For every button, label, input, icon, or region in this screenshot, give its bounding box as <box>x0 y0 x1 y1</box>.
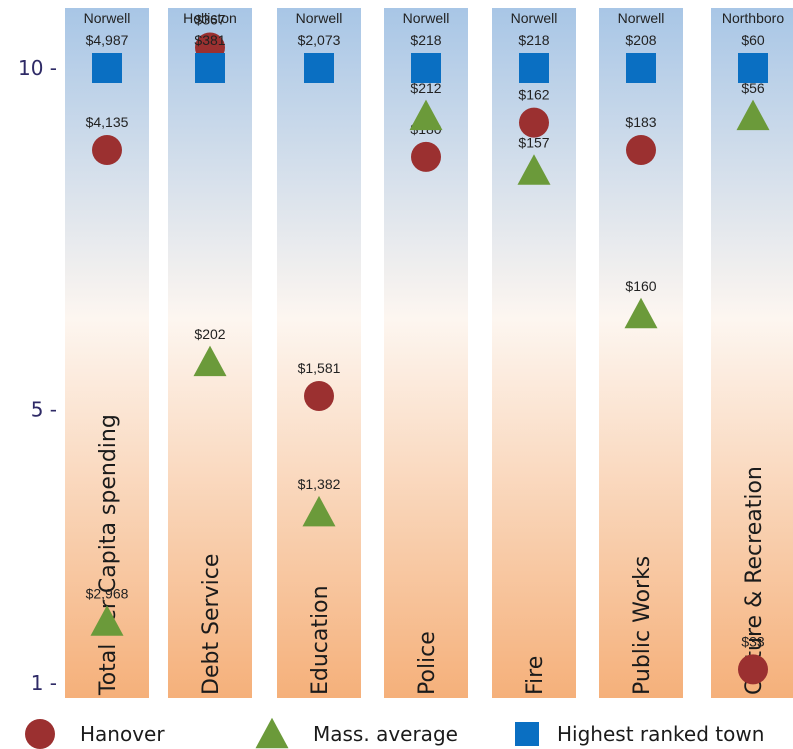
mass-average-marker <box>193 345 227 377</box>
hanover-value-label: $1,581 <box>298 360 341 376</box>
hanover-value-label: $4,135 <box>86 114 129 130</box>
hanover-marker <box>92 135 122 165</box>
data-marks: $4,135$367$1,581$180$162$183$33$2,968$20… <box>86 12 770 685</box>
highest-town-label: Holliston <box>183 10 237 26</box>
mass-average-value-label: $56 <box>741 80 765 96</box>
y-tick-label: 1 - <box>31 671 57 695</box>
hanover-marker <box>519 107 549 138</box>
highest-ranked-town-value-label: $218 <box>518 32 549 48</box>
mass-average-marker <box>90 605 124 636</box>
hanover-value-label: $162 <box>518 87 549 103</box>
legend-highest-ranked-town-label: Highest ranked town <box>557 722 764 746</box>
bar-total-per-capita-spending <box>65 8 149 698</box>
category-label: Fire <box>523 656 548 695</box>
legend-mass-average-swatch <box>255 717 289 749</box>
legend-hanover-label: Hanover <box>80 722 165 746</box>
bar-public-works <box>599 8 683 698</box>
category-label: Total per Capita spending <box>96 414 121 696</box>
hanover-value-label: $33 <box>741 633 765 649</box>
hanover-marker <box>626 135 656 165</box>
legend-hanover-swatch <box>25 719 55 749</box>
mass-average-marker <box>302 495 336 527</box>
y-tick-label: 10 - <box>18 56 57 80</box>
hanover-marker <box>411 141 441 172</box>
highest-ranked-town-marker <box>626 53 656 83</box>
mass-average-marker <box>517 154 551 185</box>
mass-average-value-label: $160 <box>625 278 656 294</box>
highest-ranked-town-marker <box>519 53 549 83</box>
highest-ranked-town-value-label: $2,073 <box>298 32 341 48</box>
legend: Hanover Mass. average Highest ranked town <box>25 717 764 749</box>
highest-town-label: Norwell <box>618 10 665 26</box>
bar-education <box>277 8 361 698</box>
category-label: Public Works <box>630 556 655 695</box>
highest-town-label: Norwell <box>511 10 558 26</box>
mass-average-value-label: $202 <box>194 326 225 342</box>
legend-highest-ranked-town-swatch <box>515 722 539 746</box>
mass-average-value-label: $157 <box>518 135 549 151</box>
category-labels: Total per Capita spending Norwell Debt Ser… <box>84 10 785 696</box>
hanover-value-label: $183 <box>625 114 656 130</box>
highest-ranked-town-value-label: $208 <box>625 32 656 48</box>
highest-ranked-town-value-label: $60 <box>741 32 765 48</box>
mass-average-value-label: $212 <box>410 80 441 96</box>
highest-ranked-town-value-label: $218 <box>410 32 441 48</box>
mass-average-marker <box>736 99 770 131</box>
y-tick-label: 5 - <box>31 398 57 422</box>
mass-average-marker <box>624 297 658 329</box>
highest-town-label: Norwell <box>296 10 343 26</box>
category-label: Debt Service <box>199 554 224 695</box>
legend-mass-average-label: Mass. average <box>313 722 458 746</box>
hanover-marker <box>304 381 334 411</box>
mass-average-value-label: $1,382 <box>298 476 341 492</box>
highest-ranked-town-marker <box>738 53 768 83</box>
highest-ranked-town-marker <box>195 53 225 83</box>
mass-average-marker <box>409 99 443 131</box>
highest-town-label: Norwell <box>403 10 450 26</box>
mass-average-value-label: $2,968 <box>86 586 129 602</box>
y-axis: 10 - 5 - 1 - <box>18 56 57 695</box>
category-label: Police <box>415 631 440 695</box>
category-label: Education <box>308 585 333 695</box>
highest-ranked-town-marker <box>304 53 334 83</box>
hanover-marker <box>738 654 768 685</box>
highest-town-label: Norwell <box>84 10 131 26</box>
highest-ranked-town-marker <box>92 53 122 83</box>
highest-ranked-town-value-label: $4,987 <box>86 32 129 48</box>
highest-ranked-town-value-label: $381 <box>194 32 225 48</box>
highest-ranked-town-marker <box>411 53 441 83</box>
highest-town-label: Northboro <box>722 10 784 26</box>
hanover-value-label: $367 <box>194 12 225 28</box>
